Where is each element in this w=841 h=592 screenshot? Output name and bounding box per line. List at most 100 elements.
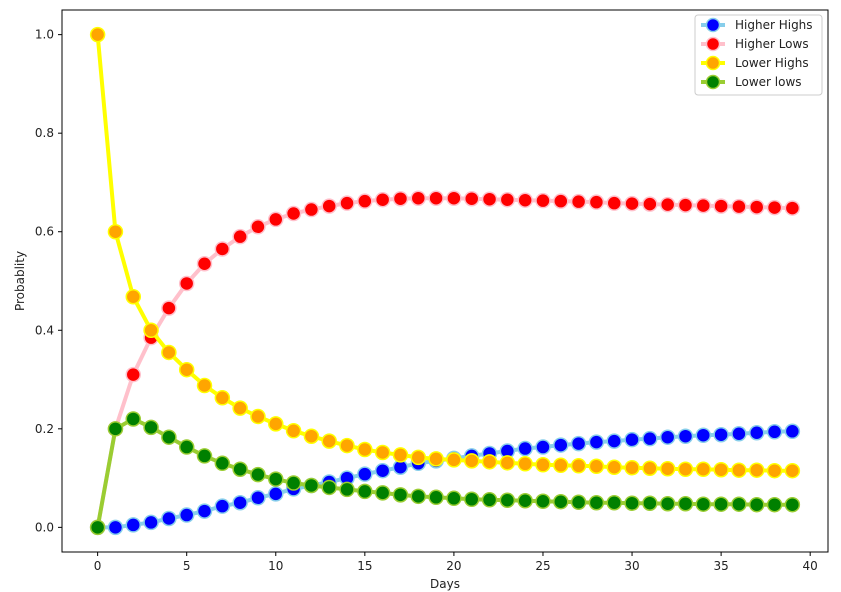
data-point <box>481 191 498 207</box>
data-point <box>517 456 533 472</box>
data-point <box>642 495 658 511</box>
data-point <box>285 475 302 491</box>
x-tick-label: 20 <box>446 559 461 573</box>
data-point <box>374 191 391 208</box>
data-point <box>143 514 159 531</box>
data-point <box>481 492 498 508</box>
data-point <box>232 494 248 511</box>
data-point <box>553 493 569 510</box>
data-point <box>357 483 373 500</box>
data-point <box>143 419 159 436</box>
legend-marker <box>705 74 721 90</box>
data-point <box>553 437 569 453</box>
data-point <box>321 198 337 214</box>
data-point <box>107 421 124 437</box>
data-point <box>161 429 177 445</box>
data-point <box>713 426 729 443</box>
y-axis: 0.0 0.2 0.4 0.6 0.8 1.0 <box>35 28 62 534</box>
data-point <box>214 455 231 472</box>
data-point <box>499 492 516 509</box>
data-point <box>357 441 373 458</box>
data-point <box>374 462 391 479</box>
data-point <box>178 439 195 455</box>
data-point <box>784 423 801 440</box>
data-point <box>232 461 248 477</box>
legend-item: Higher Highs <box>701 17 813 33</box>
data-point <box>677 428 694 444</box>
legend-item: Higher Lows <box>701 36 809 52</box>
data-point <box>748 425 765 441</box>
data-point <box>766 199 783 216</box>
data-point <box>107 519 124 536</box>
data-point <box>784 200 801 216</box>
data-point <box>659 495 676 512</box>
data-point <box>731 425 747 442</box>
data-point <box>125 366 142 383</box>
data-point <box>517 440 533 457</box>
data-point <box>374 485 391 501</box>
y-tick-label: 0.2 <box>35 422 54 436</box>
data-point <box>232 228 248 245</box>
data-point <box>463 190 480 207</box>
data-point <box>659 196 676 213</box>
data-point <box>713 461 729 478</box>
y-tick-label: 0.0 <box>35 520 54 534</box>
data-point <box>392 487 409 503</box>
data-point <box>695 427 712 443</box>
data-point <box>553 193 569 209</box>
data-point <box>107 223 124 240</box>
data-point <box>570 435 587 452</box>
data-point <box>570 494 587 510</box>
data-point <box>677 495 694 512</box>
x-tick-label: 30 <box>624 559 639 573</box>
data-point <box>357 193 373 209</box>
plot-frame <box>61 9 829 553</box>
plot-content <box>89 26 801 536</box>
data-point <box>695 461 712 477</box>
data-point <box>624 195 640 212</box>
legend: Higher Highs Higher Lows Lower Highs Lower … <box>694 14 823 96</box>
data-point <box>410 488 427 505</box>
data-point <box>339 437 355 454</box>
x-tick-label: 0 <box>94 559 102 573</box>
data-point <box>161 510 177 527</box>
data-point <box>695 496 712 512</box>
data-point <box>748 496 765 513</box>
data-point <box>517 493 533 509</box>
data-point <box>161 344 177 361</box>
x-tick-label: 40 <box>803 559 818 573</box>
data-point <box>196 377 213 394</box>
data-point <box>499 191 516 208</box>
data-point <box>570 458 587 474</box>
data-point <box>161 300 177 316</box>
data-point <box>606 195 622 211</box>
data-point <box>125 289 142 305</box>
series-higher-highs <box>89 423 801 536</box>
data-point <box>535 192 551 209</box>
data-point <box>339 481 355 498</box>
data-point <box>766 424 783 440</box>
data-point <box>268 471 284 487</box>
data-point <box>481 454 498 470</box>
data-point <box>642 196 658 212</box>
data-point <box>196 448 213 464</box>
series-line <box>95 416 793 528</box>
data-point <box>570 193 587 210</box>
data-point <box>125 411 142 427</box>
data-point <box>303 477 320 494</box>
legend-item: Lower lows <box>701 74 802 90</box>
data-point <box>499 455 516 471</box>
data-point <box>268 211 284 228</box>
legend-item: Lower Highs <box>701 55 809 71</box>
x-tick-label: 35 <box>713 559 728 573</box>
data-point <box>214 390 231 406</box>
legend-label: Higher Lows <box>735 37 809 51</box>
data-point <box>285 205 302 222</box>
series-lower-lows <box>89 411 801 536</box>
data-point <box>588 434 605 450</box>
data-point <box>268 416 284 432</box>
data-point <box>535 439 551 455</box>
data-point <box>428 489 444 506</box>
y-tick-label: 1.0 <box>35 28 54 42</box>
